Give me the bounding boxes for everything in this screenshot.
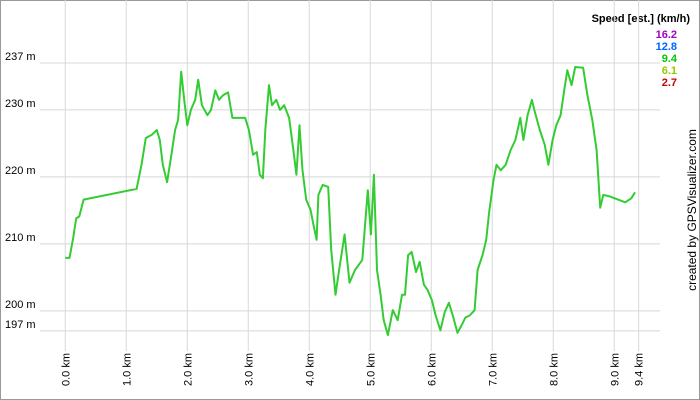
legend-item: 2.7 — [662, 77, 677, 89]
y-tick-label: 230 m — [5, 98, 36, 110]
credit: created by GPSVisualizer.com — [685, 129, 699, 291]
x-tick-label: 1.0 km — [121, 353, 133, 386]
x-tick-label: 8.0 km — [548, 353, 560, 386]
legend-item: 6.1 — [662, 65, 677, 77]
y-tick-label: 237 m — [5, 51, 36, 63]
x-tick-label: 9.4 km — [634, 353, 646, 386]
elevation-line — [65, 66, 636, 336]
x-tick-label: 7.0 km — [487, 353, 499, 386]
x-tick-label: 5.0 km — [365, 353, 377, 386]
x-tick-label: 6.0 km — [426, 353, 438, 386]
x-tick-label: 2.0 km — [182, 353, 194, 386]
legend-item: 16.2 — [656, 29, 677, 41]
x-tick-label: 0.0 km — [60, 353, 72, 386]
x-tick-label: 3.0 km — [243, 353, 255, 386]
y-tick-label: 197 m — [5, 319, 36, 331]
y-tick-label: 210 m — [5, 232, 36, 244]
x-tick-label: 4.0 km — [304, 353, 316, 386]
legend-item: 12.8 — [656, 41, 677, 53]
legend-item: 9.4 — [662, 53, 678, 65]
y-tick-label: 200 m — [5, 299, 36, 311]
legend-title: Speed [est.] (km/h) — [592, 13, 691, 25]
x-tick-label: 9.0 km — [609, 353, 621, 386]
y-tick-label: 220 m — [5, 165, 36, 177]
